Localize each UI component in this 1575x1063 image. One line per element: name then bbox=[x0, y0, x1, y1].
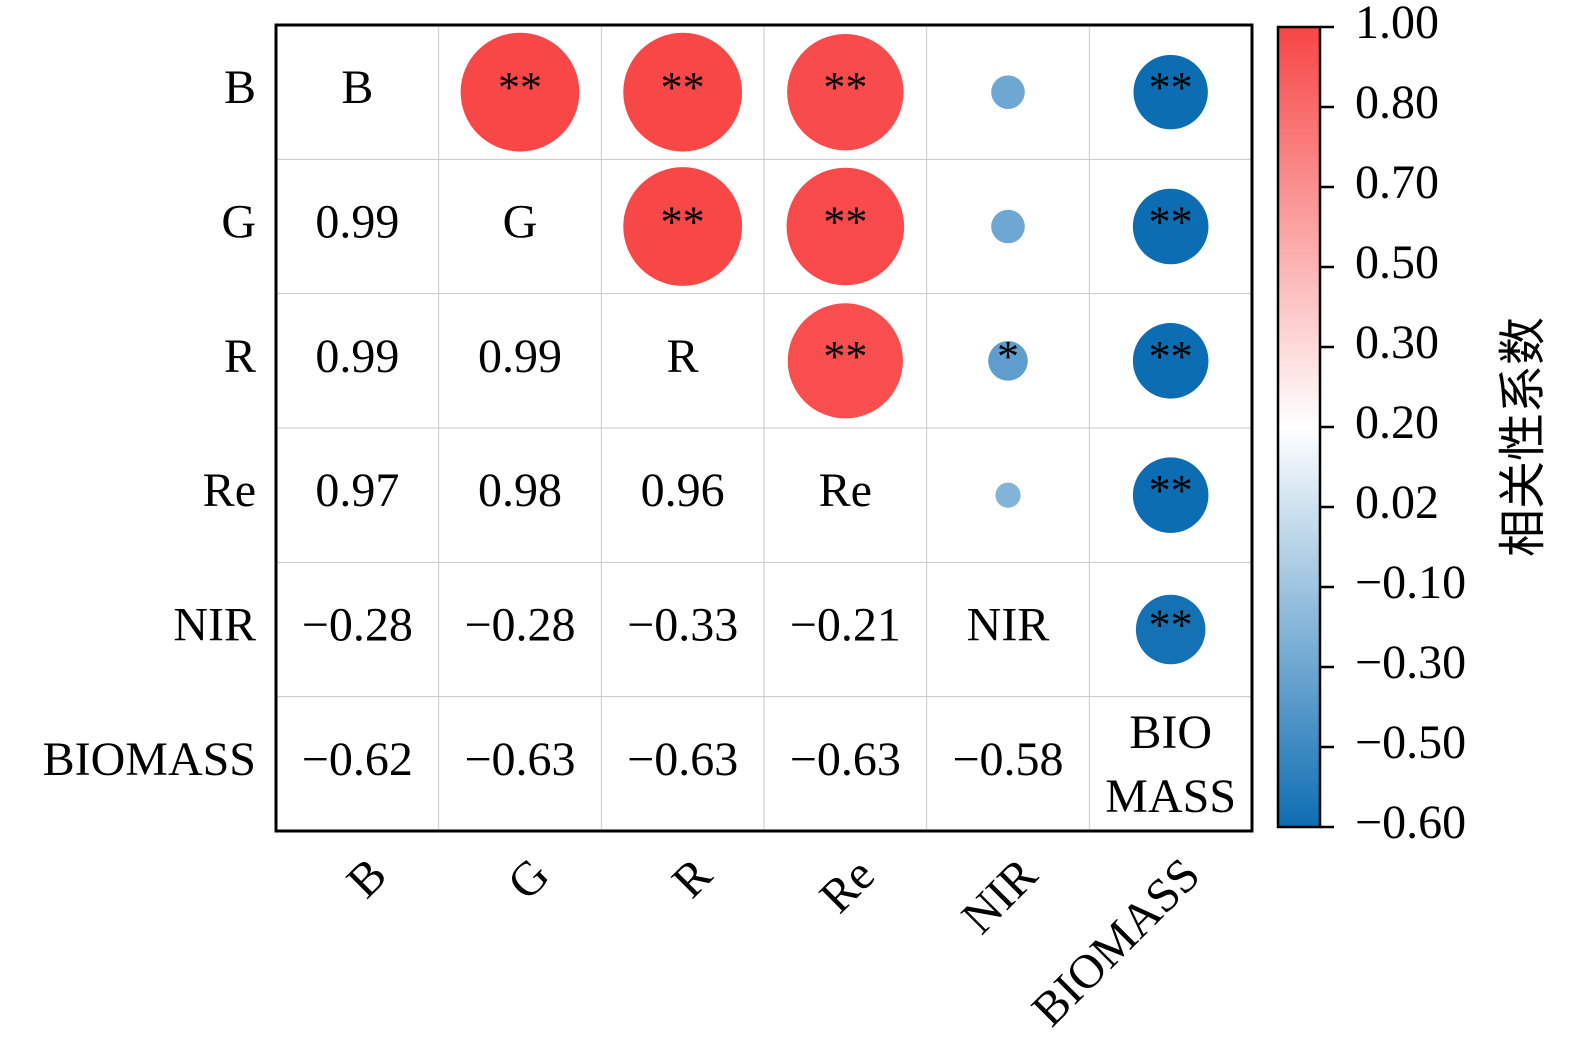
correlation-circle bbox=[787, 33, 904, 151]
colorbar-tick-label: 1.00 bbox=[1355, 0, 1439, 49]
significance-marker: ** bbox=[661, 63, 705, 112]
significance-marker: ** bbox=[823, 332, 867, 381]
y-axis-label: Re bbox=[203, 464, 256, 517]
correlation-circle bbox=[460, 32, 580, 152]
grid-lines bbox=[276, 25, 1252, 831]
significance-marker: ** bbox=[1149, 601, 1193, 650]
significance-marker: ** bbox=[498, 63, 542, 112]
colorbar-gradient bbox=[1276, 25, 1322, 829]
correlation-value: −0.62 bbox=[302, 733, 413, 786]
correlation-circle bbox=[1132, 457, 1209, 533]
colorbar-tick-label: −0.50 bbox=[1355, 716, 1466, 769]
diagonal-label: NIR bbox=[967, 599, 1050, 652]
colorbar-tick-label: 0.70 bbox=[1355, 156, 1439, 209]
y-axis-label: G bbox=[221, 196, 256, 249]
correlation-circle bbox=[623, 167, 743, 286]
x-axis-label: B bbox=[337, 848, 397, 908]
correlation-circle bbox=[623, 32, 743, 152]
y-axis-label: B bbox=[224, 61, 256, 114]
correlation-value: 0.96 bbox=[641, 464, 725, 517]
diagonal-label: Re bbox=[819, 464, 872, 517]
x-axis-label: BIOMASS bbox=[1022, 848, 1210, 1036]
significance-marker: * bbox=[997, 332, 1019, 381]
colorbar-tick-label: 0.30 bbox=[1355, 316, 1439, 369]
colorbar-tick-label: 0.20 bbox=[1355, 396, 1439, 449]
matrix-cells: B ** ** ** **0.99 G ** ** **0.99 0.99 R ** * **0.97 0.… bbox=[302, 32, 1236, 823]
correlation-value: −0.63 bbox=[464, 733, 575, 786]
colorbar-tick-label: −0.10 bbox=[1355, 556, 1466, 609]
diagonal-label: G bbox=[503, 196, 538, 249]
colorbar-label: 相关性系数 bbox=[1497, 317, 1550, 557]
significance-marker: ** bbox=[1149, 198, 1193, 247]
diagonal-label: R bbox=[667, 330, 699, 383]
correlation-circle bbox=[1133, 54, 1208, 130]
correlation-circle bbox=[1132, 188, 1209, 265]
significance-marker: ** bbox=[661, 198, 705, 247]
significance-marker: ** bbox=[823, 198, 867, 247]
y-axis-label: NIR bbox=[173, 599, 256, 652]
colorbar-tick-label: 0.80 bbox=[1355, 76, 1439, 129]
x-axis-label: Re bbox=[810, 848, 885, 923]
correlation-value: −0.63 bbox=[790, 733, 901, 786]
diagonal-label: BIO MASS bbox=[1105, 706, 1236, 823]
correlation-value: −0.33 bbox=[627, 599, 738, 652]
correlation-circle bbox=[988, 341, 1028, 381]
correlation-value: −0.58 bbox=[952, 733, 1063, 786]
correlation-circle bbox=[786, 167, 905, 286]
y-axis-labels: B G R Re NIR BIOMASS bbox=[43, 61, 256, 786]
significance-marker: ** bbox=[1149, 466, 1193, 515]
x-axis-label: NIR bbox=[952, 848, 1048, 944]
correlation-circle bbox=[787, 303, 903, 419]
diagonal-label: B bbox=[341, 61, 373, 114]
correlation-circle bbox=[991, 209, 1025, 244]
colorbar-tick-label: 0.02 bbox=[1355, 476, 1439, 529]
correlation-circle bbox=[991, 75, 1025, 109]
colorbar-tick-label: 0.50 bbox=[1355, 236, 1439, 289]
correlation-circle bbox=[1135, 594, 1206, 665]
y-axis-label: BIOMASS bbox=[43, 733, 256, 786]
y-axis-label: R bbox=[224, 330, 256, 383]
colorbar-ticks: 1.00 0.80 0.70 0.50 0.30 0.20 0.02 −0.10 −0.30 −0… bbox=[1320, 0, 1466, 849]
correlation-circle bbox=[1132, 323, 1209, 399]
correlation-value: 0.98 bbox=[478, 464, 562, 517]
significance-marker: ** bbox=[1149, 332, 1193, 381]
colorbar-tick-label: −0.60 bbox=[1355, 796, 1466, 849]
significance-marker: ** bbox=[823, 63, 867, 112]
correlation-value: 0.99 bbox=[315, 196, 399, 249]
significance-marker: ** bbox=[1149, 63, 1193, 112]
x-axis-label: R bbox=[662, 848, 722, 908]
correlation-value: −0.21 bbox=[790, 599, 901, 652]
correlation-value: 0.99 bbox=[315, 330, 399, 383]
colorbar: 1.00 0.80 0.70 0.50 0.30 0.20 0.02 −0.10 −0.30 −0… bbox=[1276, 0, 1550, 849]
correlation-value: −0.28 bbox=[464, 599, 575, 652]
correlation-circle bbox=[995, 482, 1021, 508]
correlation-value: −0.63 bbox=[627, 733, 738, 786]
correlation-value: −0.28 bbox=[302, 599, 413, 652]
correlation-value: 0.97 bbox=[315, 464, 399, 517]
plot-frame bbox=[274, 23, 1254, 833]
x-axis-label: G bbox=[498, 848, 560, 910]
correlation-value: 0.99 bbox=[478, 330, 562, 383]
colorbar-tick-label: −0.30 bbox=[1355, 636, 1466, 689]
